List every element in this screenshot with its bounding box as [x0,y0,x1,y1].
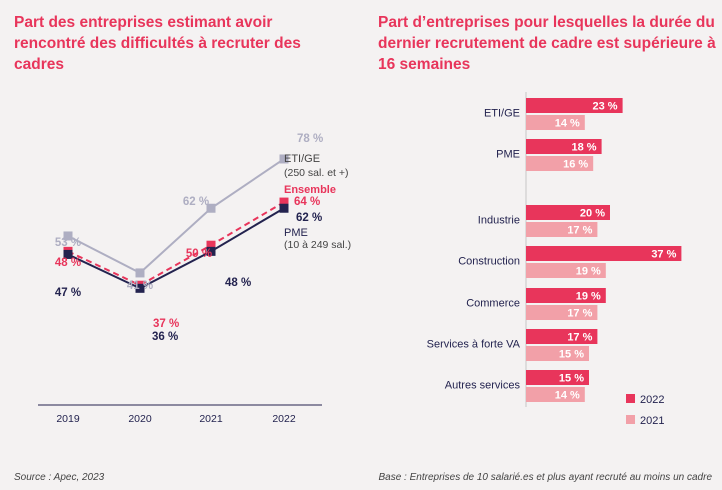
point-eti-2022 [279,154,289,164]
point-pme-2021 [206,246,216,256]
category-label-1: PME [496,149,520,161]
bar-label-2022-2: 20 % [580,208,605,220]
bar-2021-0 [526,115,585,130]
bar-label-2021-0: 14 % [555,118,580,130]
value-label-ensemble-2021: 50 % [186,248,212,260]
bar-2021-4 [526,305,598,320]
point-pme-2019 [63,249,73,259]
bar-2022-1 [526,139,602,154]
bar-2022-6 [526,370,589,385]
legend-swatch-2021 [626,415,635,424]
value-label-pme-2021: 48 % [225,277,251,289]
bar-label-2022-3: 37 % [651,249,676,261]
bar-2022-4 [526,288,606,303]
bar-2021-3 [526,263,606,278]
point-eti-2019 [63,231,73,241]
bar-label-2021-6: 14 % [555,390,580,402]
category-label-6: Autres services [445,380,521,392]
value-label-pme-2020: 36 % [152,331,178,343]
x-tick-label-2019: 2019 [56,413,80,425]
value-label-ensemble-2022: 64 % [294,196,320,208]
bar-label-2022-6: 15 % [559,373,584,385]
right-chart-title: Part d’entreprises pour lesquelles la du… [378,14,716,73]
bar-label-2021-4: 17 % [567,308,592,320]
legend-label-2022: 2022 [640,394,664,406]
bar-label-2022-5: 17 % [567,332,592,344]
series-line-pme [67,207,285,290]
bar-2022-3 [526,246,682,261]
point-eti-2020 [135,268,145,278]
x-tick-label-2020: 2020 [128,413,152,425]
point-ensemble-2022 [279,197,289,207]
category-label-3: Construction [458,256,520,268]
bar-label-2022-0: 23 % [593,101,618,113]
bar-label-2022-4: 19 % [576,291,601,303]
series-line-eti [67,158,285,275]
bar-label-2021-1: 16 % [563,159,588,171]
category-label-4: Commerce [466,298,520,310]
series-line-ensemble [67,201,285,287]
bar-2022-5 [526,329,598,344]
category-label-2: Industrie [478,215,520,227]
series-name-eti: ETI/GE [284,153,320,165]
category-label-5: Services à forte VA [427,339,521,351]
bar-2021-6 [526,387,585,402]
base-note: Base : Entreprises de 10 salarié.es et p… [378,472,712,483]
bar-2022-0 [526,98,623,113]
point-ensemble-2021 [206,240,216,250]
bar-label-2021-2: 17 % [567,225,592,237]
value-label-eti-2019: 53 % [55,237,81,249]
series-sub-eti: (250 sal. et +) [284,167,349,179]
x-tick-label-2021: 2021 [199,413,223,425]
series-sub-pme: (10 à 249 sal.) [284,239,351,251]
point-pme-2020 [135,283,145,293]
bar-label-2021-5: 15 % [559,349,584,361]
series-name-pme: PME [284,227,308,239]
value-label-ensemble-2019: 48 % [55,257,81,269]
value-label-eti-2022: 78 % [297,133,323,145]
x-tick-label-2022: 2022 [272,413,296,425]
legend-swatch-2022 [626,394,635,403]
bar-2021-2 [526,222,598,237]
value-label-eti-2020: 41 % [127,280,153,292]
bar-label-2022-1: 18 % [572,142,597,154]
legend-label-2021: 2021 [640,415,664,427]
category-label-0: ETI/GE [484,108,520,120]
series-name-ensemble: Ensemble [284,184,336,196]
point-eti-2021 [206,203,216,213]
source-note: Source : Apec, 2023 [14,472,105,483]
bar-2022-2 [526,205,610,220]
bar-2021-5 [526,346,589,361]
point-pme-2022 [279,203,289,213]
value-label-ensemble-2020: 37 % [153,318,179,330]
bar-2021-1 [526,156,594,171]
value-label-eti-2021: 62 % [183,196,209,208]
value-label-pme-2019: 47 % [55,287,81,299]
value-label-pme-2022: 62 % [296,212,322,224]
left-chart-title: Part des entreprises estimant avoir renc… [14,14,301,73]
bar-label-2021-3: 19 % [576,266,601,278]
